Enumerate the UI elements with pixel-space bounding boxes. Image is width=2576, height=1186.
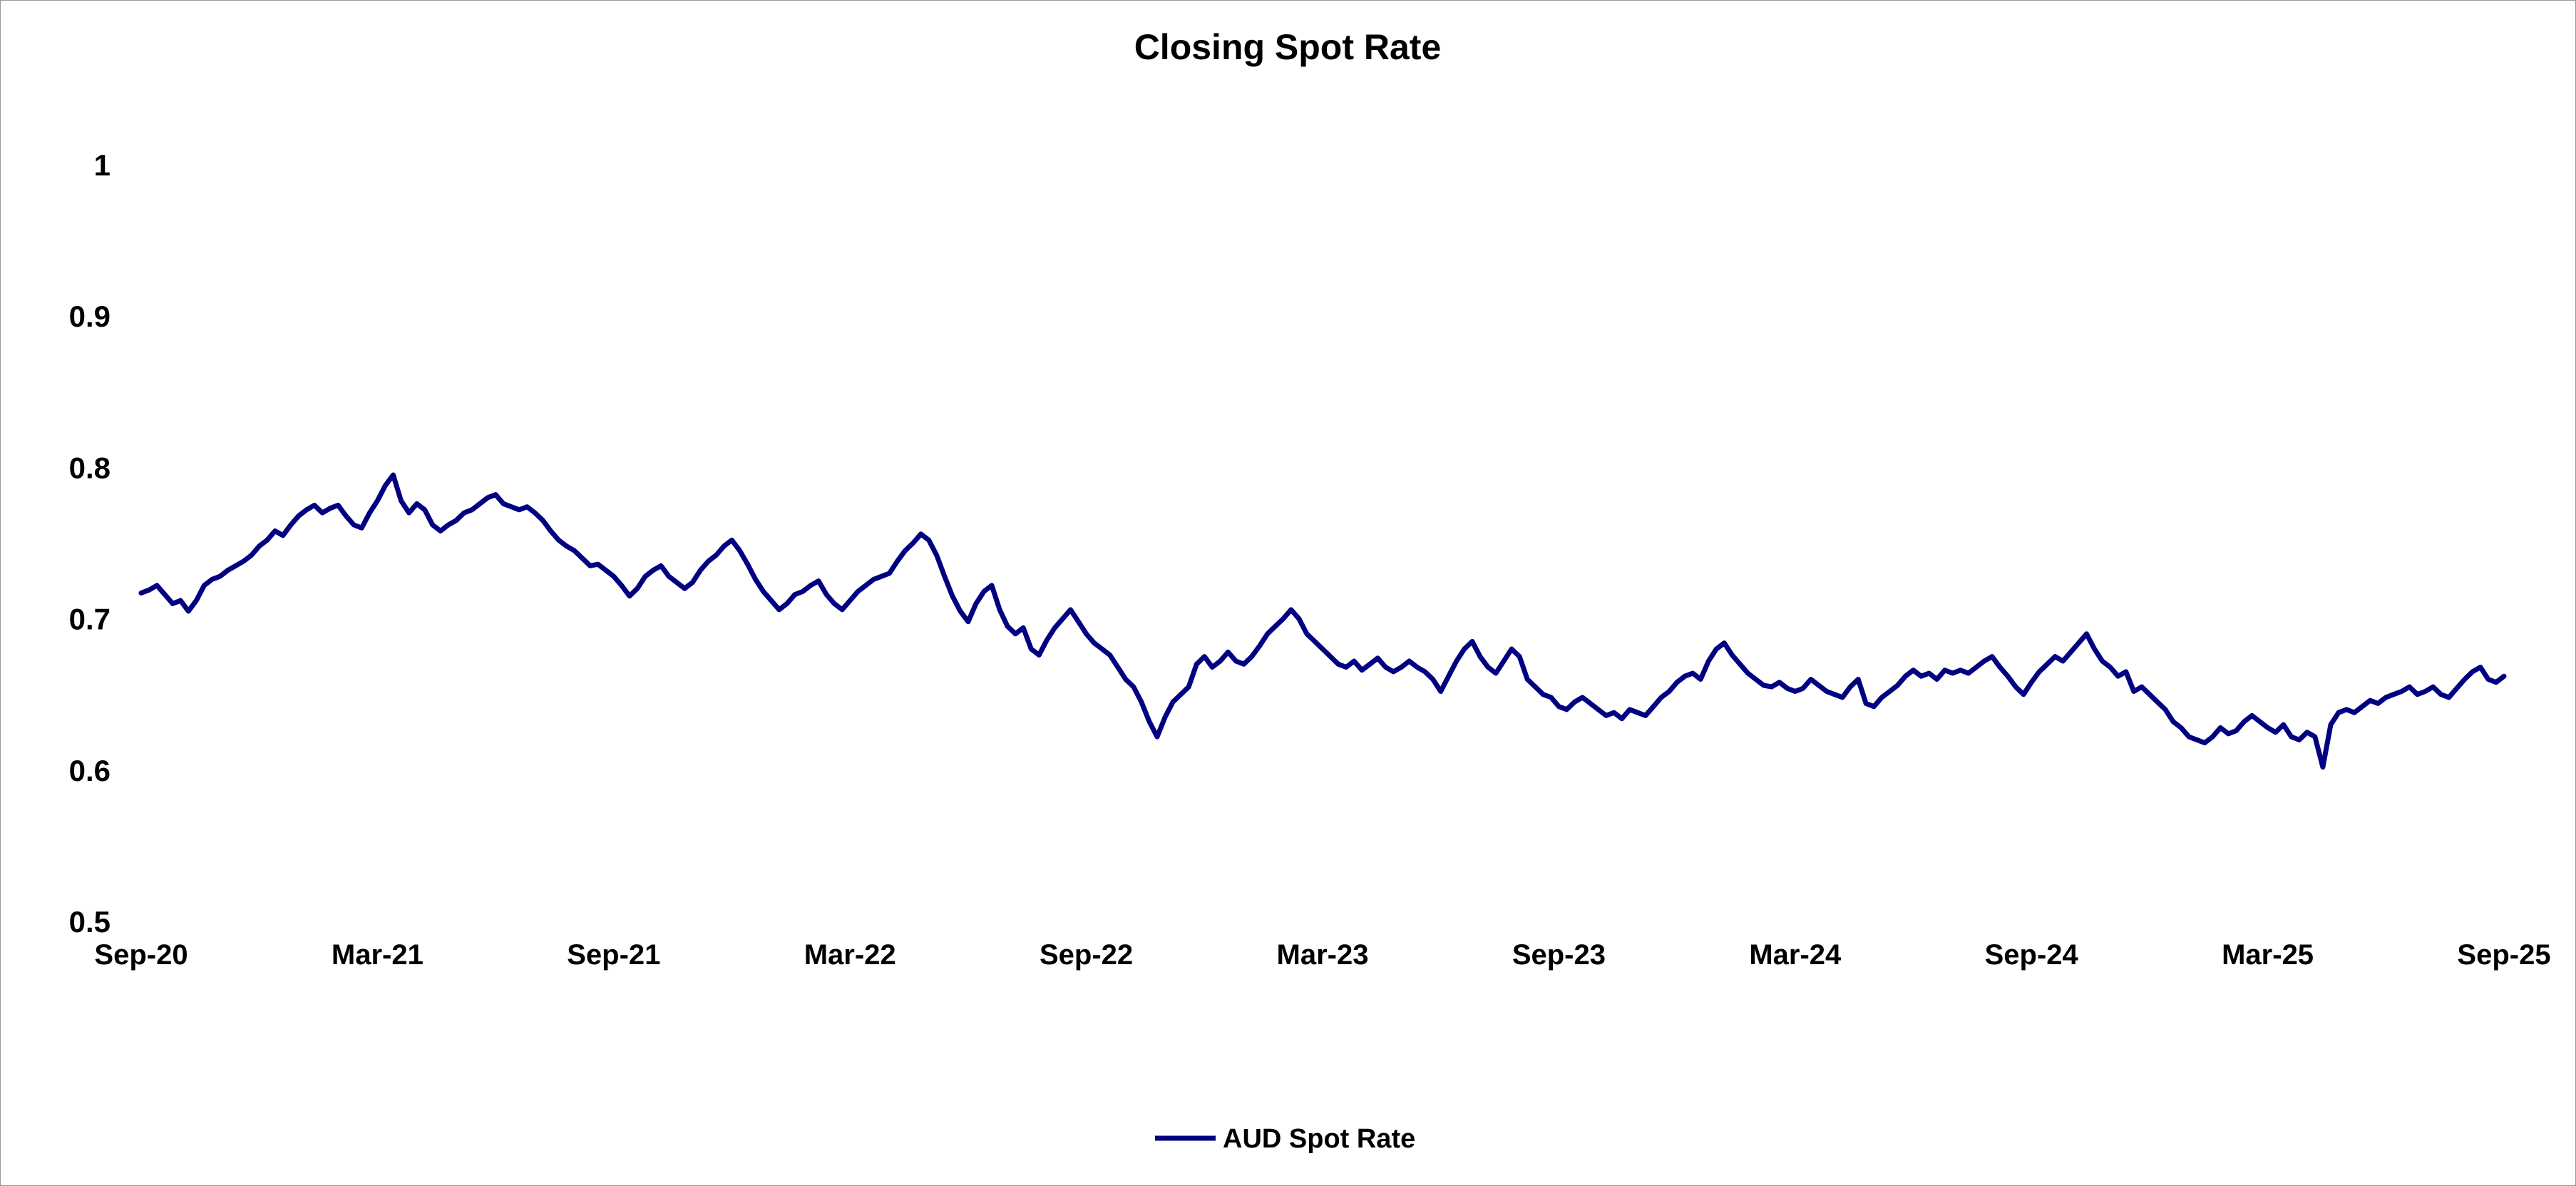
x-tick-label: Mar-25	[2222, 939, 2314, 971]
y-tick-label: 1	[94, 148, 111, 182]
y-tick-label: 0.5	[69, 905, 111, 939]
series-layer	[138, 472, 2507, 770]
x-tick-label: Mar-23	[1277, 939, 1369, 971]
y-tick-label: 0.9	[69, 300, 111, 333]
y-axis-tick-labels: 0.5 0.6 0.7 0.8 0.9 1	[69, 148, 111, 939]
x-tick-label: Sep-21	[567, 939, 660, 971]
y-tick-label: 0.7	[69, 603, 111, 636]
chart-title: Closing Spot Rate	[1134, 27, 1442, 67]
x-tick-label: Mar-24	[1749, 939, 1842, 971]
x-tick-label: Sep-25	[2457, 939, 2550, 971]
y-tick-label: 0.8	[69, 451, 111, 484]
x-tick-label: Sep-20	[94, 939, 188, 971]
x-tick-label: Mar-22	[804, 939, 896, 971]
x-tick-label: Sep-24	[1985, 939, 2079, 971]
legend: AUD Spot Rate	[1155, 1124, 1415, 1154]
x-tick-label: Sep-23	[1512, 939, 1606, 971]
x-axis-tick-labels: Sep-20 Mar-21 Sep-21 Mar-22 Sep-22 Mar-23 Sep-…	[94, 939, 2550, 971]
x-tick-label: Mar-21	[332, 939, 424, 971]
x-tick-label: Sep-22	[1040, 939, 1133, 971]
y-tick-label: 0.6	[69, 754, 111, 787]
series-line-aud-spot-rate	[138, 472, 2507, 770]
legend-label: AUD Spot Rate	[1223, 1124, 1415, 1154]
